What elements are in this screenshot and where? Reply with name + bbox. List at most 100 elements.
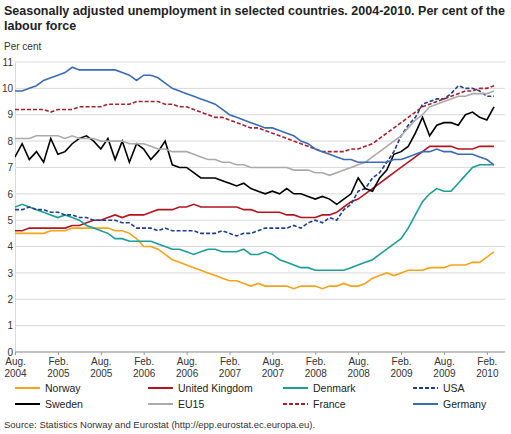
y-tick-label: 7 xyxy=(7,162,13,173)
x-tick: Feb.2005 xyxy=(47,352,70,379)
y-tick-label: 5 xyxy=(7,215,13,226)
y-axis: 01234567891011 xyxy=(2,57,16,358)
y-tick: 11 xyxy=(3,57,15,68)
x-tick: Feb.2008 xyxy=(305,352,328,379)
x-tick: Feb.2006 xyxy=(133,352,156,379)
grid-line xyxy=(15,193,505,194)
legend-item: France xyxy=(283,398,346,410)
y-tick-label: 9 xyxy=(7,109,13,120)
legend-label: Sweden xyxy=(45,398,83,410)
legend-swatch xyxy=(148,387,173,389)
y-tick: 2 xyxy=(7,294,15,305)
legend-item: Norway xyxy=(15,382,81,394)
legend-item: USA xyxy=(413,382,465,394)
x-axis-line xyxy=(15,352,505,353)
y-tick: 4 xyxy=(7,241,15,252)
legend-label: EU15 xyxy=(178,398,204,410)
y-tick: 7 xyxy=(7,162,15,173)
y-tick-label: 8 xyxy=(7,136,13,147)
x-tick-mark xyxy=(272,352,273,355)
x-tick-label: Aug.2005 xyxy=(90,356,113,379)
y-tick-label: 2 xyxy=(7,294,13,305)
legend-item: Denmark xyxy=(283,382,356,394)
x-tick-mark xyxy=(187,352,188,355)
x-tick: Aug.2008 xyxy=(348,352,371,379)
series-line xyxy=(15,86,494,236)
grid xyxy=(15,62,505,352)
y-tick-label: 11 xyxy=(3,57,14,68)
x-tick-label: Aug.2008 xyxy=(348,356,371,379)
x-tick-mark xyxy=(144,352,145,355)
x-axis: Aug.2004 Feb.2005 Aug.2005 Feb.2006 Aug.2006… xyxy=(4,352,505,379)
series-line xyxy=(15,91,494,175)
x-tick-label: Aug.2009 xyxy=(433,356,456,379)
x-tick-label: Aug.2007 xyxy=(262,356,285,379)
x-tick-mark xyxy=(487,352,488,355)
series-line xyxy=(15,67,494,165)
chart: Seasonally adjusted unemployment in sele… xyxy=(0,0,511,434)
y-tick: 9 xyxy=(7,109,15,120)
grid-line xyxy=(15,220,505,221)
lines xyxy=(15,67,494,288)
grid-line xyxy=(15,141,505,142)
x-tick-mark xyxy=(101,352,102,355)
x-tick: Feb.2007 xyxy=(219,352,242,379)
x-tick: Aug.2006 xyxy=(176,352,199,379)
x-tick-mark xyxy=(444,352,445,355)
x-tick-label: Feb.2006 xyxy=(133,356,156,379)
legend-item: United Kingdom xyxy=(148,382,253,394)
legend-item: Germany xyxy=(413,398,487,410)
x-tick-mark xyxy=(315,352,316,355)
x-tick-mark xyxy=(229,352,230,355)
x-tick-mark xyxy=(58,352,59,355)
x-tick: Feb.2009 xyxy=(390,352,413,379)
x-tick: Aug.2005 xyxy=(90,352,113,379)
x-tick-label: Feb.2009 xyxy=(390,356,413,379)
legend-swatch xyxy=(15,387,40,389)
grid-line xyxy=(15,272,505,273)
x-tick: Aug.2004 xyxy=(4,352,27,379)
legend-label: Norway xyxy=(45,382,81,394)
x-tick-label: Feb.2005 xyxy=(47,356,70,379)
y-axis-title: Per cent xyxy=(4,41,41,52)
source: Source: Statistics Norway and Eurostat (… xyxy=(4,419,315,430)
y-tick-label: 4 xyxy=(7,241,13,252)
legend-swatch xyxy=(148,403,173,405)
series-line xyxy=(15,86,494,152)
y-tick-label: 3 xyxy=(7,268,13,279)
x-tick: Feb.2010 xyxy=(476,352,499,379)
grid-line xyxy=(15,246,505,247)
legend-label: United Kingdom xyxy=(178,382,253,394)
legend-item: Sweden xyxy=(15,398,83,410)
title: Seasonally adjusted unemployment in sele… xyxy=(4,4,505,33)
x-tick: Aug.2007 xyxy=(262,352,285,379)
legend-label: Denmark xyxy=(313,382,356,394)
y-tick: 1 xyxy=(7,320,15,331)
legend-swatch xyxy=(413,387,438,389)
grid-line xyxy=(15,352,505,353)
grid-line xyxy=(15,299,505,300)
grid-line xyxy=(15,88,505,89)
series-line xyxy=(15,107,494,205)
y-tick: 5 xyxy=(7,215,15,226)
legend-swatch xyxy=(283,403,308,405)
y-tick-label: 10 xyxy=(2,83,14,94)
y-tick: 3 xyxy=(7,268,15,279)
x-tick-mark xyxy=(358,352,359,355)
grid-line xyxy=(15,114,505,115)
x-tick-mark xyxy=(15,352,16,355)
legend: Norway United Kingdom Denmark USA Sweden EU15… xyxy=(15,382,487,410)
series-line xyxy=(15,228,494,289)
legend-label: Germany xyxy=(443,398,487,410)
x-tick-label: Aug.2006 xyxy=(176,356,199,379)
legend-swatch xyxy=(283,387,308,389)
y-tick: 10 xyxy=(2,83,15,94)
legend-label: USA xyxy=(443,382,465,394)
x-tick-label: Feb.2010 xyxy=(476,356,499,379)
x-tick-mark xyxy=(401,352,402,355)
x-tick-label: Feb.2008 xyxy=(305,356,328,379)
legend-swatch xyxy=(15,403,40,405)
grid-line xyxy=(15,325,505,326)
legend-item: EU15 xyxy=(148,398,204,410)
y-tick: 8 xyxy=(7,136,15,147)
